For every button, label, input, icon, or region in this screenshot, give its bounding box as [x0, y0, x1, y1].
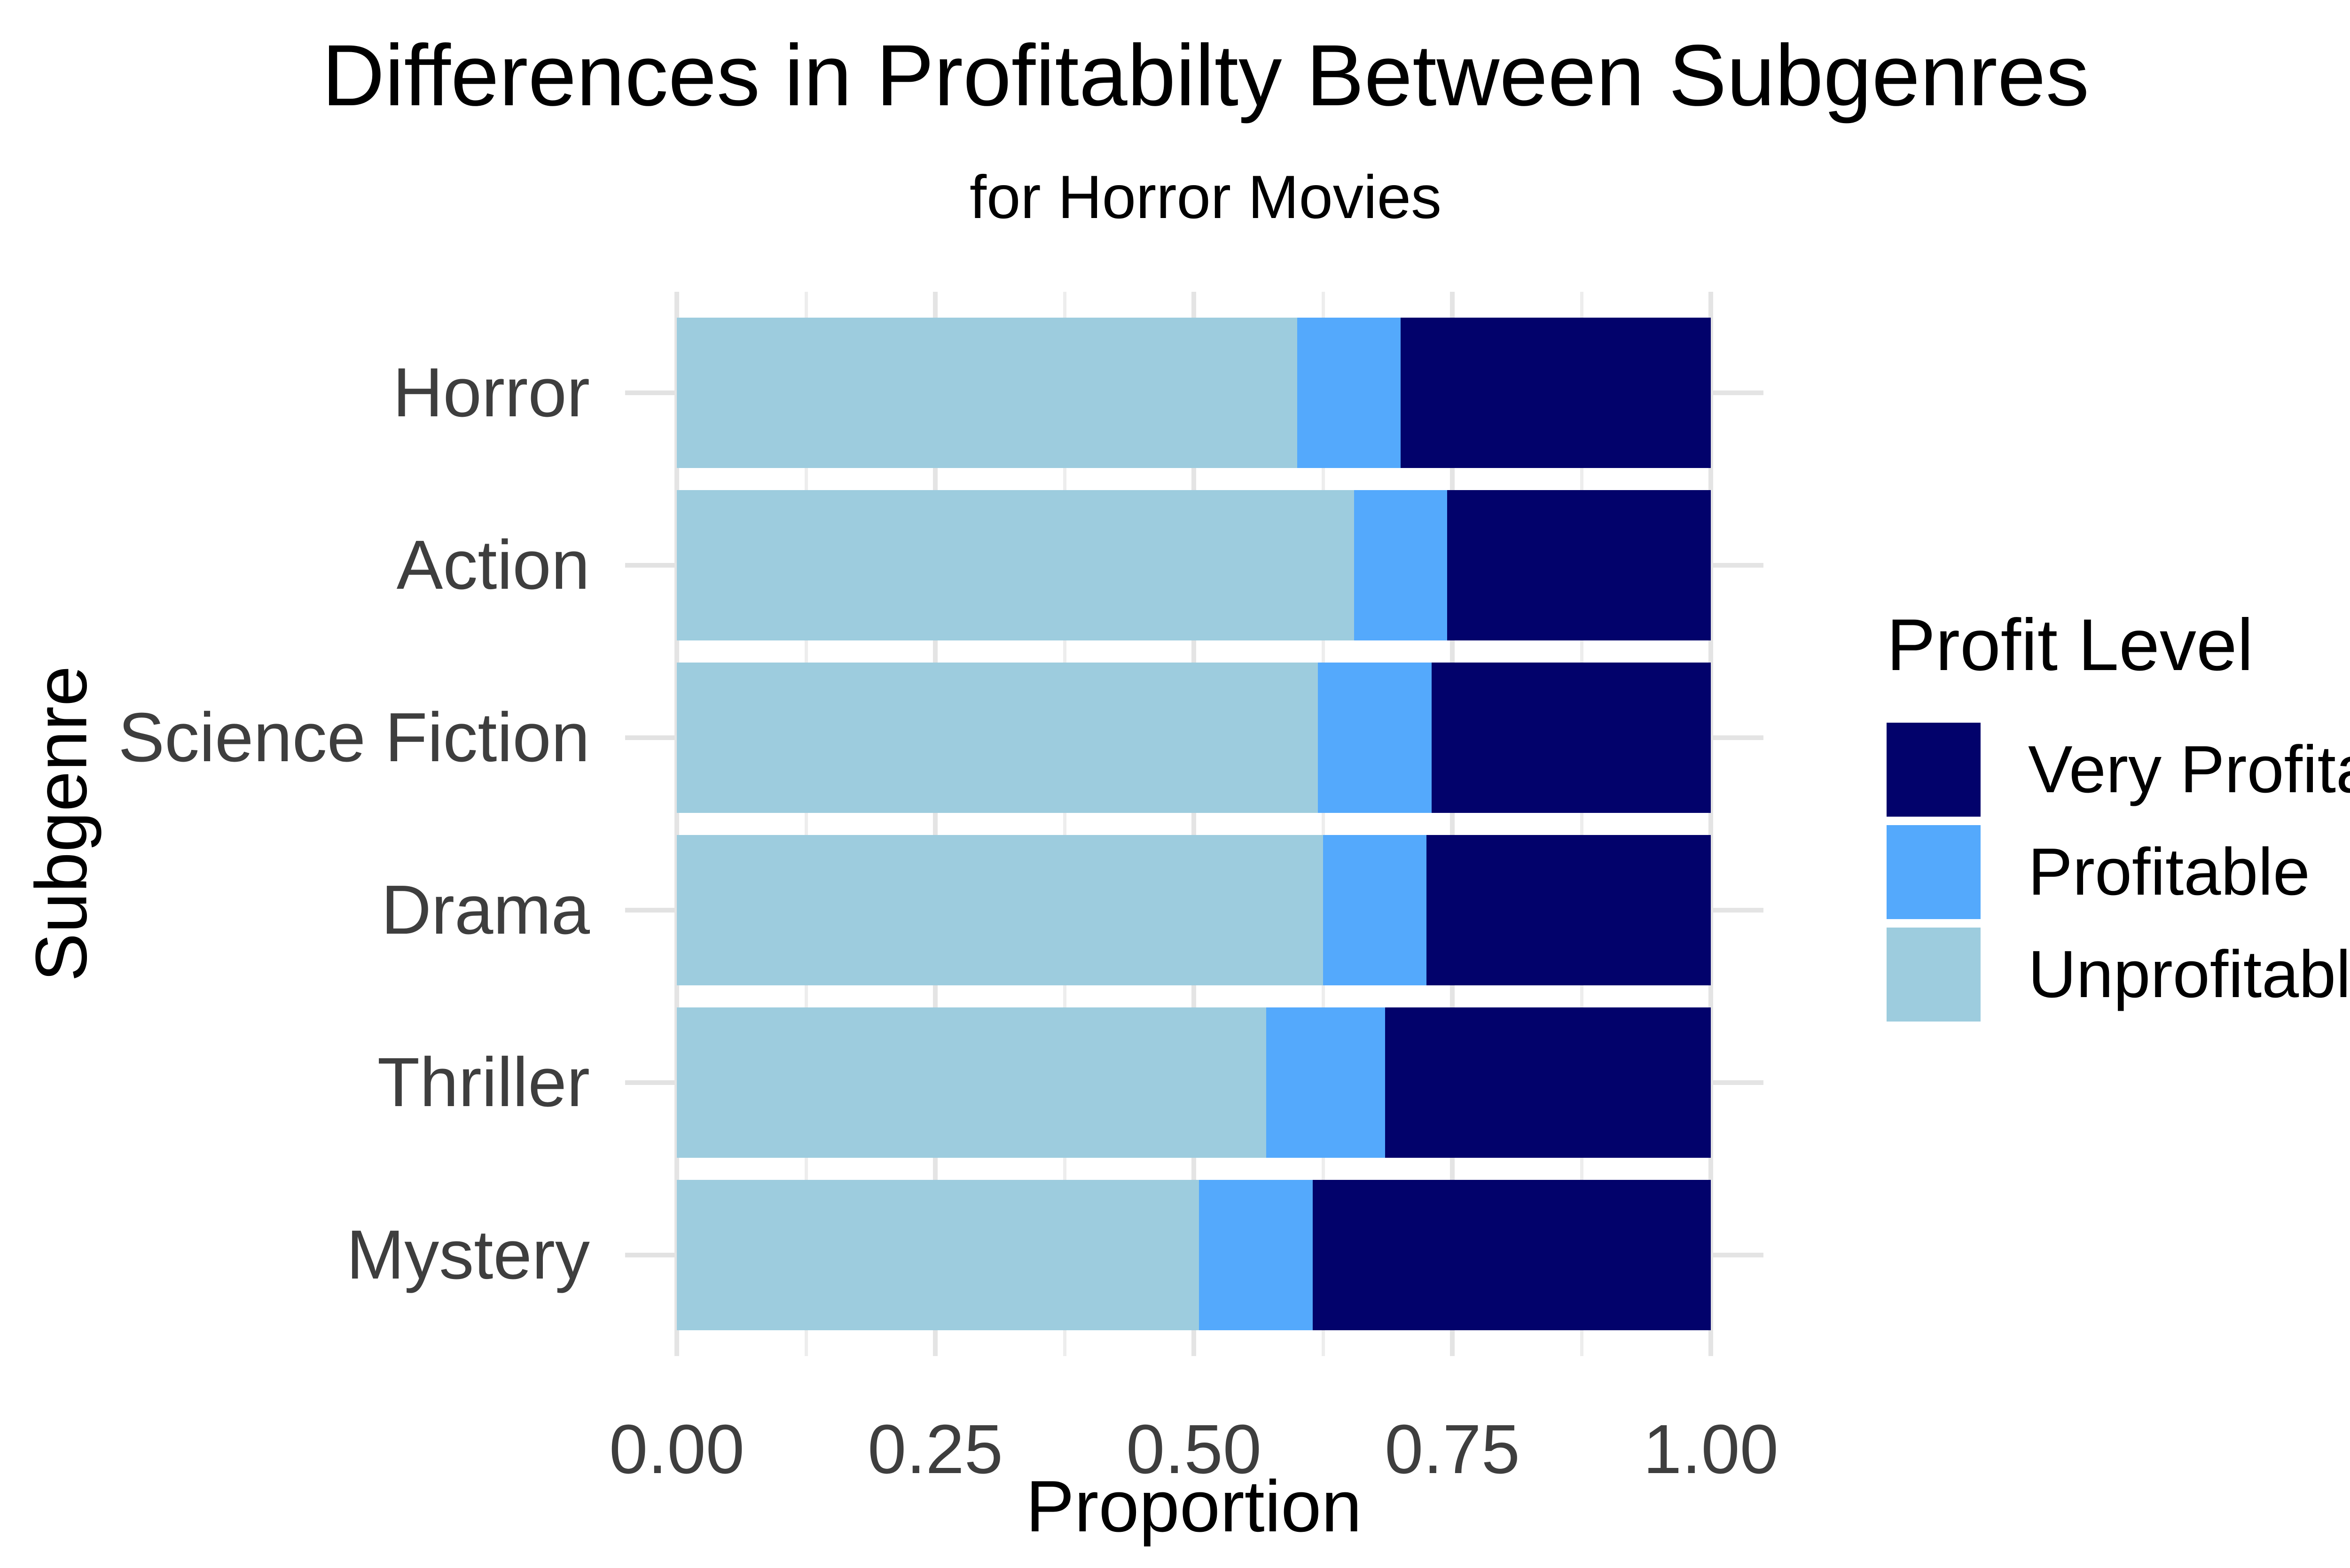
- bar-segment-profitable: [1318, 663, 1432, 813]
- legend-label: Profitable: [2028, 835, 2310, 909]
- bar-segment-unprofitable: [677, 835, 1323, 985]
- x-tick-label: 0.50: [1126, 1411, 1262, 1488]
- bar-row: [677, 663, 1711, 813]
- bar-row: [677, 318, 1711, 468]
- y-tick-label: Horror: [392, 354, 590, 431]
- x-axis-title: Proportion: [1026, 1466, 1362, 1547]
- gridline-x-minor: [1321, 292, 1325, 1356]
- gridline-x-major: [933, 292, 938, 1356]
- y-tick-mark: [625, 735, 674, 740]
- panel: [674, 292, 1763, 1356]
- bar-row: [677, 490, 1711, 640]
- bar-segment-very-profitable: [1447, 490, 1711, 640]
- y-tick-mark: [625, 563, 674, 568]
- y-tick-label: Drama: [381, 871, 590, 949]
- gridline-x-major: [674, 292, 679, 1356]
- bar-segment-very-profitable: [1385, 1007, 1711, 1158]
- plot-subtitle: for Horror Movies: [969, 163, 1442, 231]
- gridline-x-major: [1450, 292, 1455, 1356]
- bar-segment-profitable: [1297, 318, 1401, 468]
- bar-segment-profitable: [1323, 835, 1426, 985]
- y-tick-mark: [625, 390, 674, 395]
- bar-segment-very-profitable: [1426, 835, 1711, 985]
- legend-key: [1887, 723, 1981, 817]
- x-tick-label: 0.75: [1384, 1411, 1520, 1488]
- bar-segment-unprofitable: [677, 1180, 1199, 1330]
- bar-segment-very-profitable: [1401, 318, 1711, 468]
- legend-title: Profit Level: [1887, 604, 2254, 686]
- legend-label: Unprofitable: [2028, 937, 2350, 1012]
- y-tick-mark: [625, 1253, 674, 1257]
- y-tick-label: Science Fiction: [118, 699, 590, 776]
- gridline-x-minor: [1580, 292, 1583, 1356]
- legend-key: [1887, 825, 1981, 919]
- bar-segment-profitable: [1199, 1180, 1313, 1330]
- bar-row: [677, 1180, 1711, 1330]
- bar-segment-profitable: [1354, 490, 1447, 640]
- y-tick-label: Thriller: [377, 1044, 590, 1121]
- x-tick-label: 1.00: [1643, 1411, 1779, 1488]
- bar-segment-profitable: [1266, 1007, 1385, 1158]
- legend-label: Very Profitable: [2028, 732, 2350, 807]
- bar-segment-unprofitable: [677, 318, 1297, 468]
- bar-segment-unprofitable: [677, 1007, 1266, 1158]
- gridline-x-minor: [1063, 292, 1066, 1356]
- gridline-x-minor: [804, 292, 808, 1356]
- plot-title: Differences in Profitabilty Between Subg…: [321, 27, 2090, 124]
- y-tick-mark: [625, 1080, 674, 1085]
- y-tick-mark: [625, 908, 674, 913]
- bar-row: [677, 835, 1711, 985]
- gridline-x-major: [1708, 292, 1713, 1356]
- bar-segment-unprofitable: [677, 490, 1354, 640]
- y-tick-label: Action: [396, 526, 590, 604]
- bar-row: [677, 1007, 1711, 1158]
- gridline-x-major: [1191, 292, 1196, 1356]
- bar-segment-very-profitable: [1432, 663, 1711, 813]
- bar-segment-unprofitable: [677, 663, 1318, 813]
- x-tick-label: 0.25: [867, 1411, 1003, 1488]
- bar-segment-very-profitable: [1313, 1180, 1711, 1330]
- y-tick-label: Mystery: [346, 1216, 590, 1294]
- x-tick-label: 0.00: [609, 1411, 745, 1488]
- legend-key: [1887, 928, 1981, 1022]
